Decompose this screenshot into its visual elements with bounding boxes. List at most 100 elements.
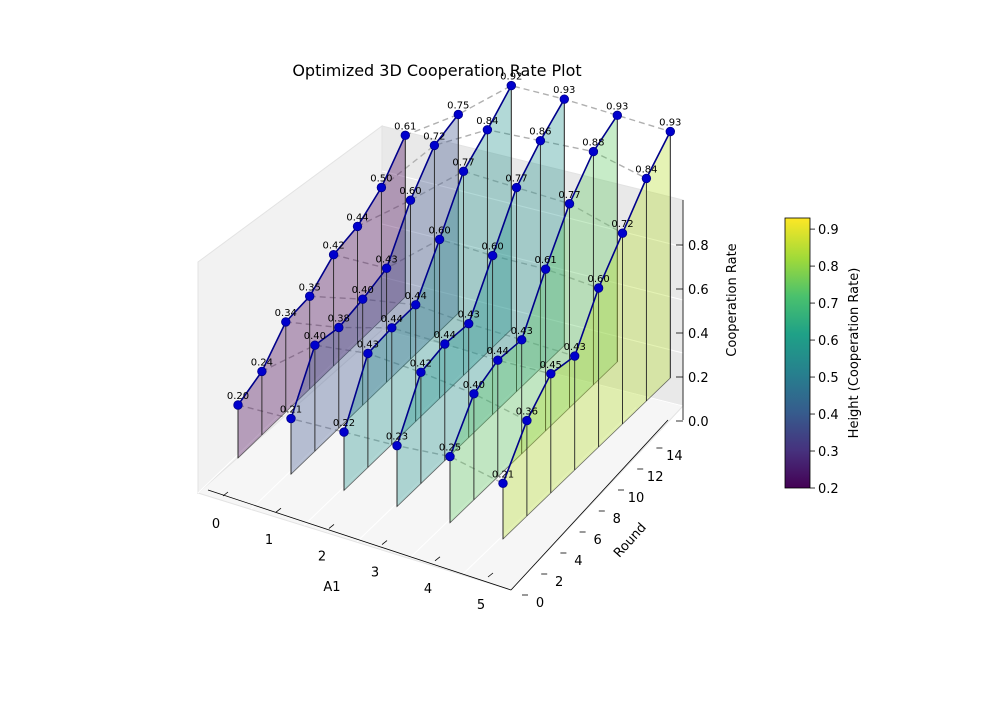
data-point	[339, 427, 349, 437]
y-tick-label: 0	[536, 596, 544, 611]
colorbar-tick-label: 0.6	[818, 334, 839, 349]
y-tick-label: 6	[593, 533, 601, 548]
data-point	[400, 130, 411, 141]
z-tick-label: 0.2	[688, 371, 709, 386]
data-point	[522, 415, 532, 426]
data-label: 0.60	[481, 242, 503, 253]
round-connector-line	[357, 170, 623, 234]
colorbar-gradient	[784, 217, 811, 489]
data-point	[376, 182, 387, 193]
data-point	[305, 291, 315, 301]
series-layer: 0.20 0.24 0.34 0.35 0.42 0.44 0.50 0.61 0.21 0.40…	[227, 72, 681, 540]
data-point	[593, 283, 604, 293]
colorbar-ticks: 0.2 0.3 0.4 0.5 0.6 0.7 0.8 0.9	[810, 223, 839, 497]
floor-gridline	[250, 342, 425, 510]
data-label: 0.86	[529, 127, 551, 138]
data-point	[429, 140, 440, 151]
series-line	[449, 114, 618, 457]
colorbar-tick-label: 0.4	[818, 408, 839, 423]
y-tick-label: 10	[628, 491, 645, 506]
data-label: 0.60	[399, 186, 421, 197]
x-tick-mark	[487, 572, 494, 578]
colorbar-tick-label: 0.3	[818, 445, 839, 460]
data-label: 0.40	[352, 285, 374, 296]
wall-gridline	[381, 276, 684, 354]
z-tick-label: 0.0	[688, 415, 709, 430]
data-point	[334, 322, 344, 333]
x-tick-mark	[381, 540, 388, 545]
data-point	[617, 228, 628, 238]
round-connectors	[237, 84, 671, 485]
y-tick-label: 4	[574, 554, 582, 569]
data-label: 0.77	[558, 190, 580, 201]
data-label: 0.92	[500, 72, 522, 83]
data-label: 0.84	[635, 164, 657, 175]
data-point	[546, 369, 556, 379]
round-connector-line	[285, 321, 551, 375]
round-connector-line	[237, 404, 504, 485]
colorbar-tick-label: 0.9	[818, 223, 839, 238]
data-label: 0.75	[447, 100, 469, 111]
data-point	[511, 182, 522, 193]
x-tick-mark	[275, 507, 282, 513]
data-point	[281, 317, 291, 327]
data-point	[363, 348, 373, 359]
data-label: 0.61	[534, 255, 556, 266]
x-tick-label: 5	[477, 598, 485, 613]
series-group: 0.220.430.440.440.600.770.840.92	[333, 72, 522, 492]
data-point	[233, 400, 243, 410]
y-axis-line	[510, 419, 669, 591]
data-label: 0.45	[540, 360, 562, 371]
colorbar-tick-label: 0.2	[818, 482, 839, 497]
floor-gridline	[303, 358, 478, 526]
x-tick-label: 1	[265, 533, 273, 548]
data-label: 0.93	[553, 85, 575, 96]
data-point	[482, 125, 493, 135]
data-label: 0.21	[280, 405, 302, 416]
data-point	[641, 173, 652, 184]
data-label: 0.36	[516, 407, 538, 418]
x-tick-label: 0	[212, 517, 220, 532]
data-label: 0.60	[428, 225, 450, 236]
series-group: 0.210.360.450.430.600.720.840.93	[492, 118, 681, 540]
round-connector-line	[380, 129, 647, 189]
data-point	[535, 135, 546, 146]
data-label: 0.22	[333, 418, 355, 429]
data-point	[328, 249, 339, 260]
data-point	[588, 146, 599, 157]
data-label: 0.61	[394, 121, 416, 132]
z-axis-label: Cooperation Rate	[725, 243, 740, 356]
colorbar: 0.2 0.3 0.4 0.5 0.6 0.7 0.8 0.9 Height (Coopera…	[784, 217, 862, 497]
floor-gridline	[356, 374, 531, 542]
z-tick-label: 0.8	[688, 239, 709, 254]
data-label: 0.23	[386, 432, 408, 443]
data-label: 0.25	[439, 443, 461, 454]
data-point	[358, 294, 368, 304]
data-label: 0.93	[606, 101, 628, 112]
data-point	[381, 263, 392, 273]
data-label: 0.43	[375, 254, 397, 265]
x-tick-mark	[222, 491, 229, 497]
series-line	[237, 134, 407, 406]
wall-gridline	[381, 223, 684, 301]
data-point	[517, 335, 527, 345]
data-point	[286, 413, 296, 424]
series-line	[290, 113, 459, 419]
gridlines	[197, 117, 684, 575]
data-point	[464, 318, 474, 329]
data-label: 0.50	[370, 174, 392, 185]
y-tick-label: 8	[613, 512, 621, 527]
floor-gridline	[409, 390, 584, 559]
round-connector-line	[405, 84, 671, 136]
x-tick-label: 3	[371, 566, 379, 581]
x-tick-label: 4	[424, 582, 432, 597]
data-point	[458, 166, 469, 177]
series-group: 0.210.400.380.400.430.600.720.75	[280, 100, 469, 476]
data-point	[570, 351, 580, 361]
wall-gridline	[381, 170, 684, 248]
round-connector-line	[309, 295, 575, 357]
data-point	[310, 340, 320, 350]
